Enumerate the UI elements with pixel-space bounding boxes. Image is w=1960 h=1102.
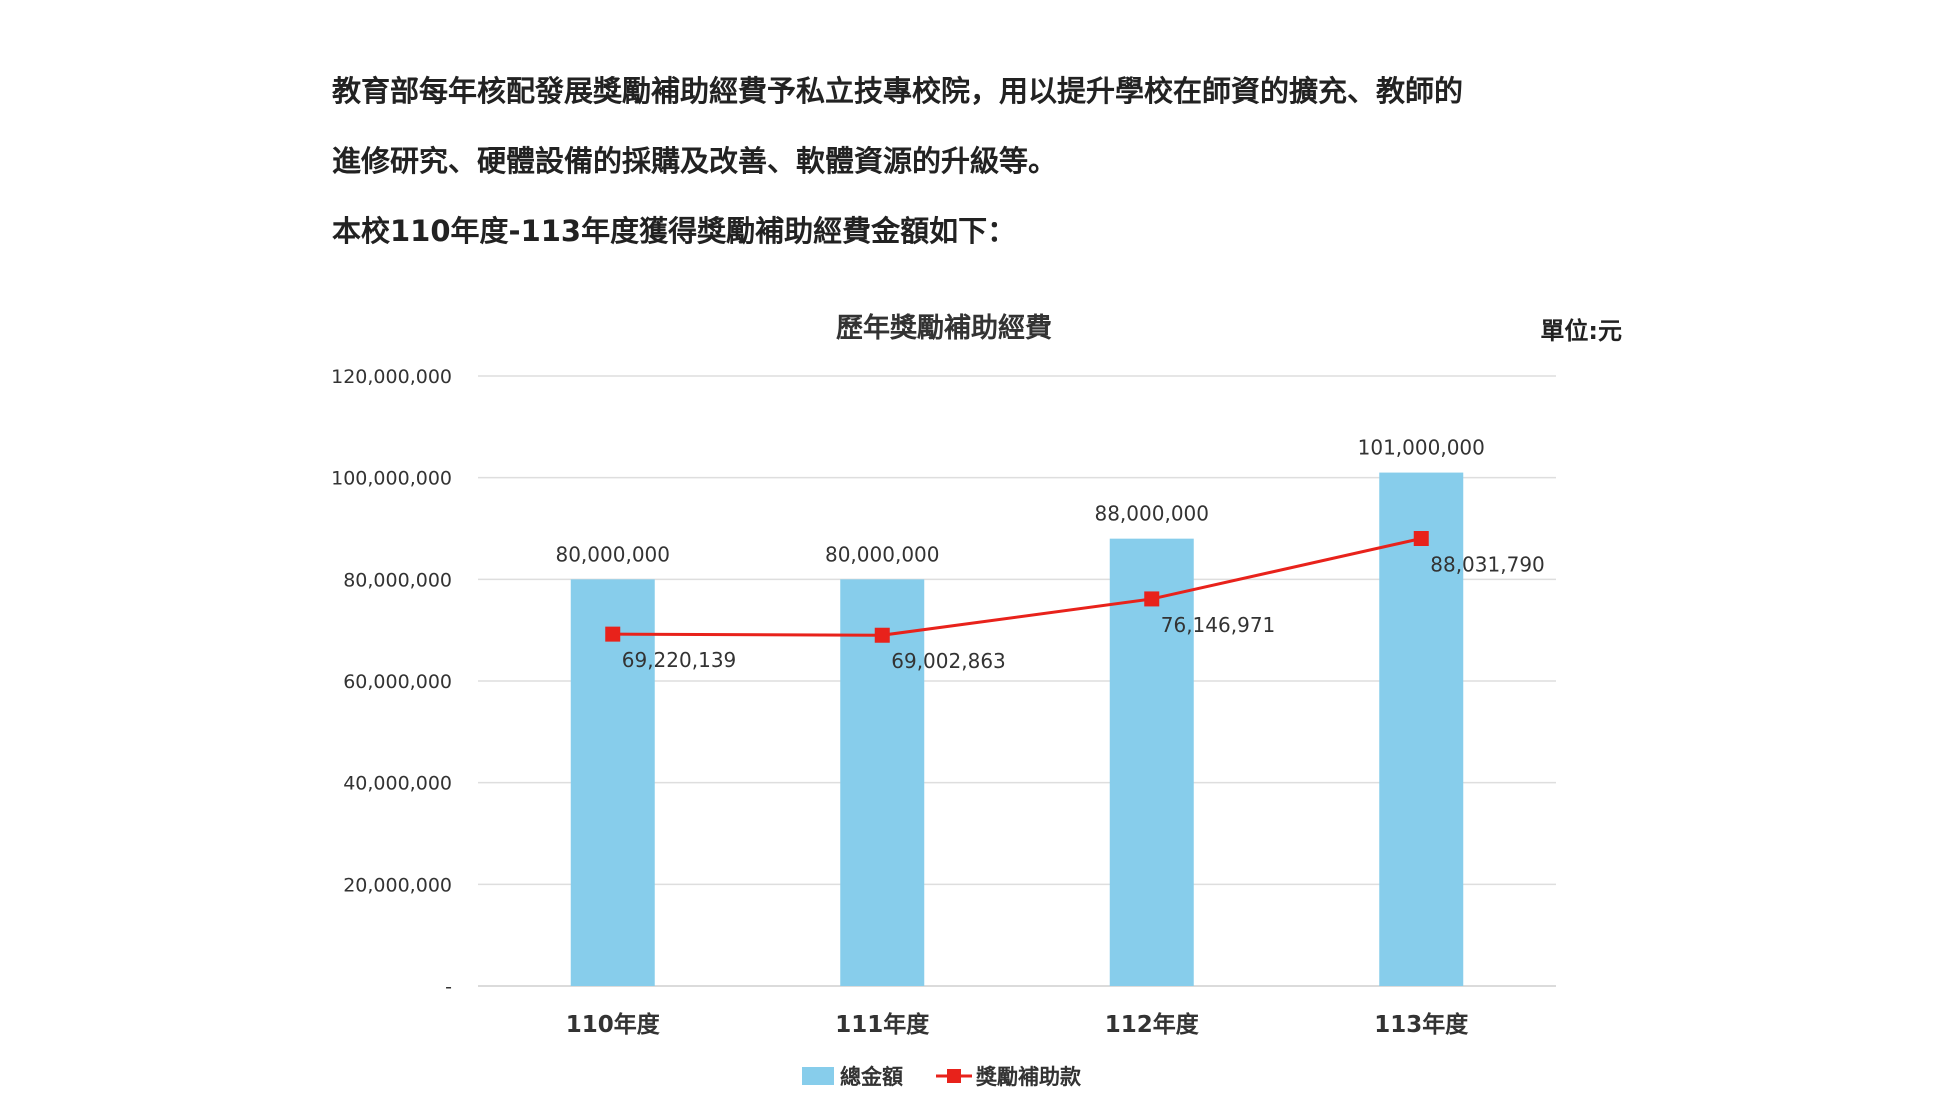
x-tick-label: 113年度 <box>1374 1011 1469 1038</box>
intro-line-2: 進修研究、硬體設備的採購及改善、軟體資源的升級等。 <box>332 144 1058 178</box>
bar-data-label: 80,000,000 <box>825 542 940 566</box>
intro-line-3: 本校110年度-113年度獲得獎勵補助經費金額如下： <box>332 214 1017 248</box>
y-tick-label: 40,000,000 <box>343 773 452 795</box>
x-tick-label: 111年度 <box>835 1011 930 1038</box>
x-axis: 110年度 111年度 112年度 113年度 <box>566 1011 1470 1038</box>
line-marker <box>1144 591 1160 607</box>
y-axis: - 20,000,000 40,000,000 60,000,000 80,000,00… <box>331 366 452 998</box>
line-marker <box>1413 531 1429 547</box>
line-data-label: 88,031,790 <box>1430 553 1545 577</box>
bar-data-label: 101,000,000 <box>1358 436 1485 460</box>
x-tick-label: 112年度 <box>1105 1011 1200 1038</box>
line-marker <box>874 627 890 643</box>
bar <box>570 579 655 986</box>
chart-title: 歷年獎勵補助經費 <box>836 312 1052 344</box>
legend: 總金額 獎勵補助款 <box>802 1065 1082 1089</box>
bar-data-label: 88,000,000 <box>1094 502 1209 526</box>
legend-label: 總金額 <box>840 1065 903 1089</box>
legend-line-marker <box>947 1069 961 1083</box>
y-tick-label: 60,000,000 <box>343 671 452 693</box>
legend-label: 獎勵補助款 <box>975 1065 1082 1089</box>
y-tick-label: 80,000,000 <box>343 569 452 591</box>
bar <box>840 579 925 986</box>
y-tick-label: 120,000,000 <box>331 366 452 388</box>
y-tick-label: 20,000,000 <box>343 874 452 896</box>
line-data-label: 69,220,139 <box>622 648 737 672</box>
bar <box>1109 538 1194 986</box>
y-tick-label: - <box>445 976 452 998</box>
line-marker <box>605 626 621 642</box>
intro-line-1: 教育部每年核配發展獎勵補助經費予私立技專校院，用以提升學校在師資的擴充、教師的 <box>332 74 1464 108</box>
legend-bar-swatch <box>802 1067 834 1085</box>
intro-text: 教育部每年核配發展獎勵補助經費予私立技專校院，用以提升學校在師資的擴充、教師的 … <box>332 56 1732 266</box>
line-series <box>605 531 1429 643</box>
bar-series <box>570 472 1464 986</box>
bar <box>1379 472 1464 986</box>
data-labels: 80,000,000 80,000,000 88,000,000 101,000,00… <box>555 436 1544 674</box>
bar-data-label: 80,000,000 <box>555 542 670 566</box>
line-data-label: 69,002,863 <box>891 649 1006 673</box>
x-tick-label: 110年度 <box>566 1011 661 1038</box>
series-line <box>612 537 1422 637</box>
grid <box>478 375 1556 987</box>
line-data-label: 76,146,971 <box>1161 613 1276 637</box>
unit-label: 單位:元 <box>1540 317 1622 345</box>
y-tick-label: 100,000,000 <box>331 468 452 490</box>
